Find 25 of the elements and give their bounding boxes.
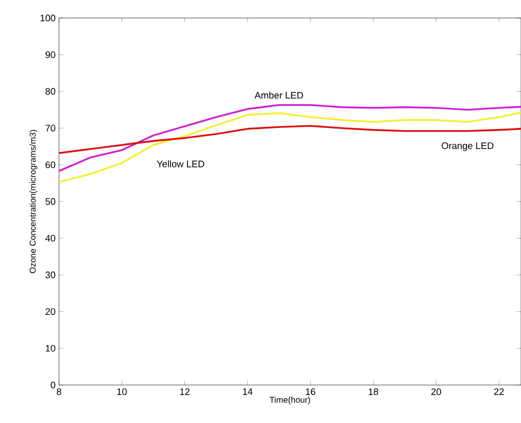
x-tick-label: 10 xyxy=(117,388,127,396)
y-tick-label: 90 xyxy=(46,51,56,58)
y-tick-label: 50 xyxy=(45,198,56,205)
x-tick-label: 20 xyxy=(431,388,442,396)
y-tick-label: 30 xyxy=(45,272,56,278)
line-series xyxy=(59,112,521,183)
y-tick-label: 60 xyxy=(46,161,56,168)
y-tick-label: 0 xyxy=(50,382,56,388)
series-label: Yellow LED xyxy=(156,160,204,168)
y-tick-label: 80 xyxy=(46,88,56,95)
y-axis-title: Ozone Concentration(micrograms/m3) xyxy=(29,130,38,274)
y-tick-label: 70 xyxy=(46,124,56,132)
y-tick-label: 40 xyxy=(45,234,56,242)
y-tick-label: 10 xyxy=(46,344,56,352)
x-tick-label: 16 xyxy=(306,388,316,396)
y-tick-label: 20 xyxy=(46,308,56,315)
y-tick-label: 100 xyxy=(40,14,56,22)
x-tick-label: 22 xyxy=(494,388,504,395)
series-label: Orange LED xyxy=(442,142,494,151)
series-label: Amber LED xyxy=(254,92,304,99)
x-tick-label: 12 xyxy=(180,388,190,395)
x-tick-label: 14 xyxy=(243,388,253,395)
x-tick-label: 18 xyxy=(368,388,378,396)
x-axis-title: Time(hour) xyxy=(270,396,310,404)
x-tick-label: 8 xyxy=(56,388,62,396)
